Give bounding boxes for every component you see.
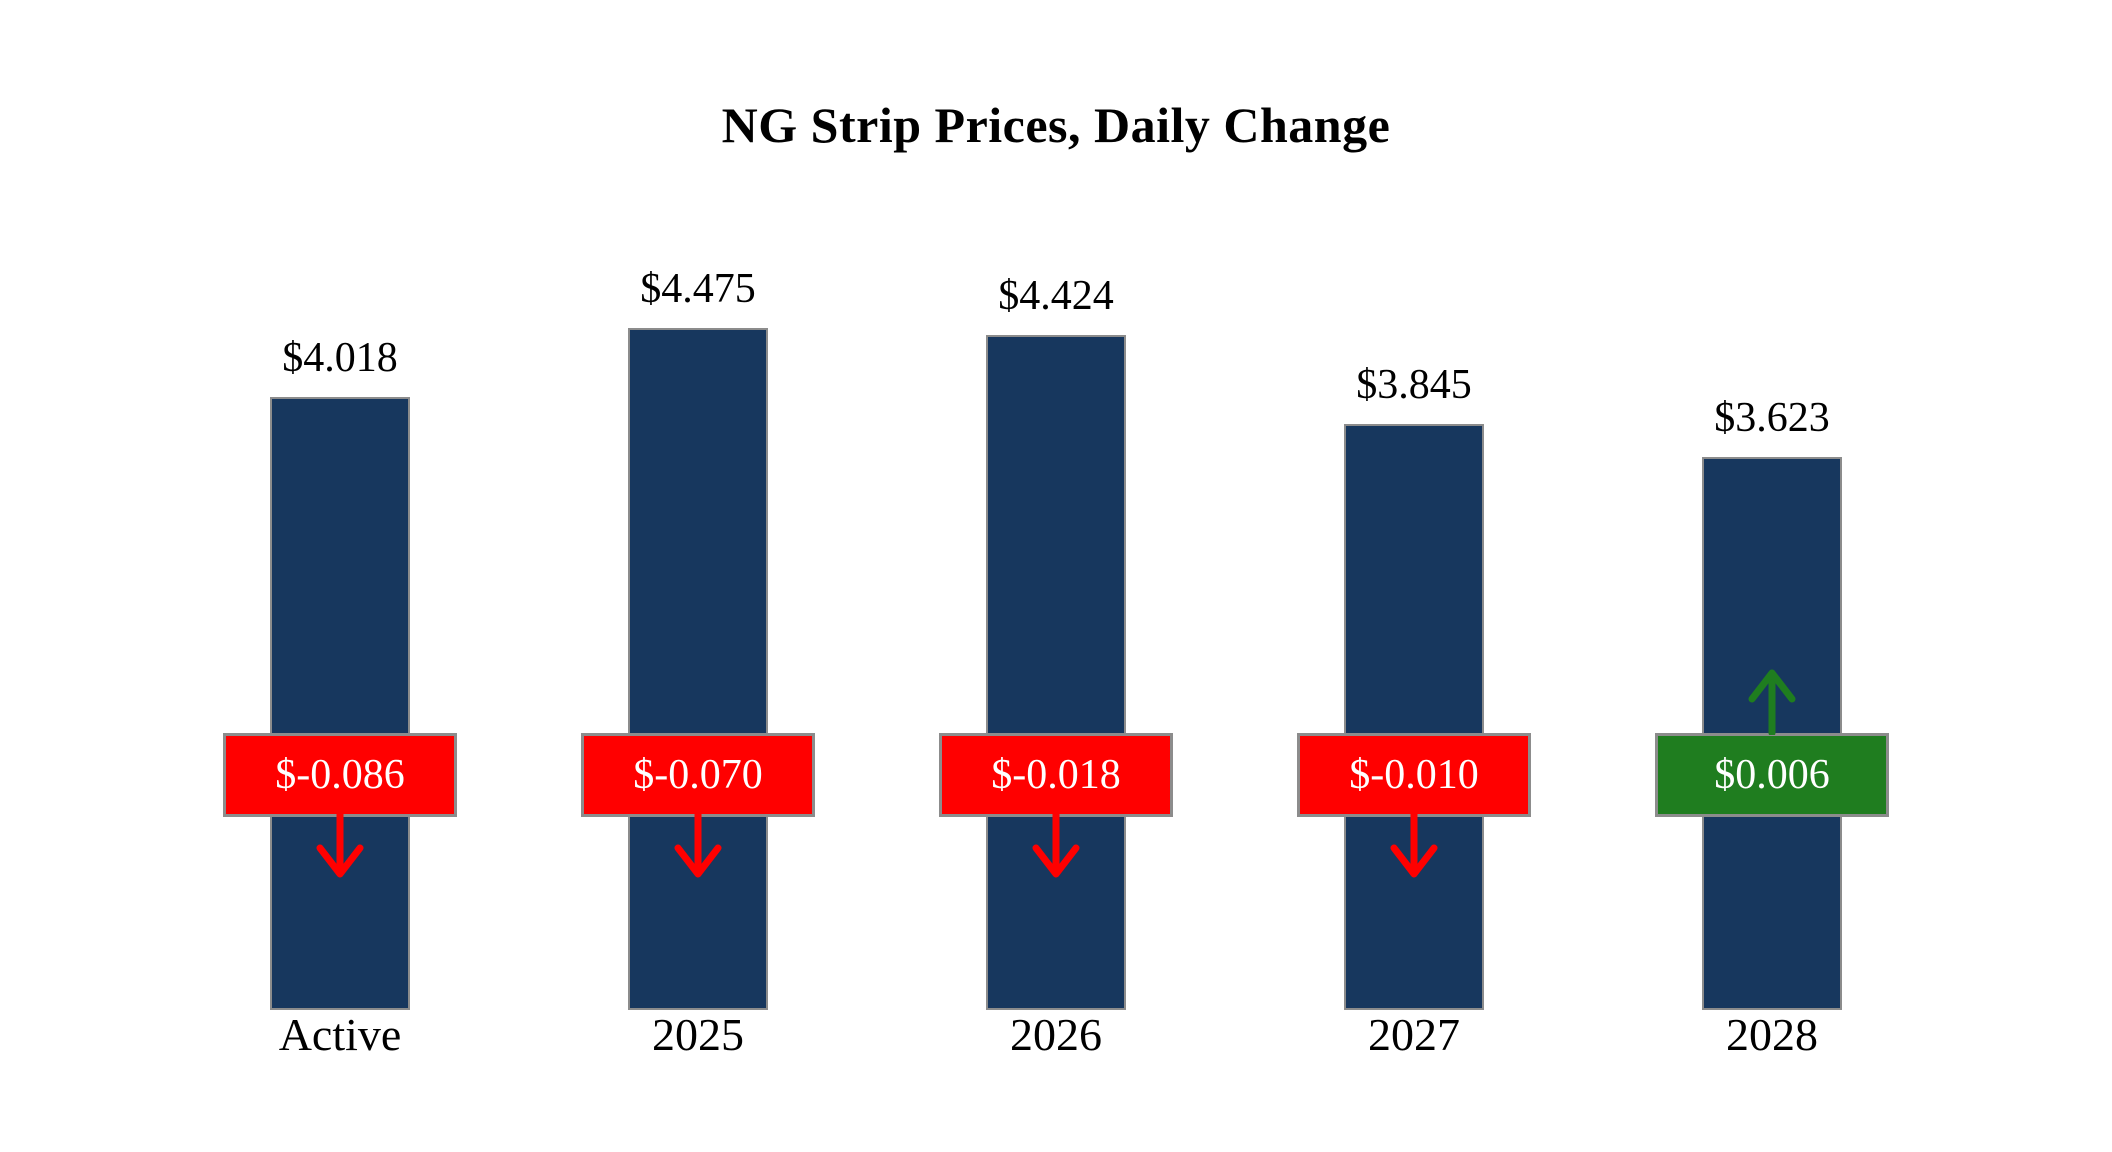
category-label: Active [278, 1009, 402, 1060]
category-label: 2028 [1726, 1009, 1818, 1060]
change-badge: $0.006 [1655, 733, 1889, 817]
down-arrow-icon [308, 812, 372, 878]
down-arrow-icon [1024, 812, 1088, 878]
up-arrow-icon [1740, 669, 1804, 735]
category-label: 2027 [1368, 1009, 1460, 1060]
value-label: $4.424 [998, 273, 1114, 319]
value-label: $3.845 [1356, 362, 1472, 408]
change-badge: $-0.018 [939, 733, 1173, 817]
chart-title: NG Strip Prices, Daily Change [721, 97, 1391, 153]
down-arrow-icon [1382, 812, 1446, 878]
chart-column-2027: $3.845 $-0.010 2027 [1235, 160, 1593, 1060]
bar [1344, 424, 1484, 1010]
category-label: 2025 [652, 1009, 744, 1060]
chart-column-2028: $3.623 $0.006 2028 [1593, 160, 1951, 1060]
value-label: $4.018 [282, 335, 398, 381]
chart-column-2026: $4.424 $-0.018 2026 [877, 160, 1235, 1060]
chart-column-active: $4.018 $-0.086 Active [161, 160, 519, 1060]
change-badge: $-0.010 [1297, 733, 1531, 817]
bar [628, 328, 768, 1010]
bar [986, 335, 1126, 1010]
down-arrow-icon [666, 812, 730, 878]
bar [270, 397, 410, 1010]
plot-area: $4.018 $-0.086 Active $4.475 $-0.070 [161, 160, 1951, 1060]
category-label: 2026 [1010, 1009, 1102, 1060]
value-label: $3.623 [1714, 395, 1830, 441]
chart-column-2025: $4.475 $-0.070 2025 [519, 160, 877, 1060]
change-badge: $-0.086 [223, 733, 457, 817]
value-label: $4.475 [640, 266, 756, 312]
change-badge: $-0.070 [581, 733, 815, 817]
